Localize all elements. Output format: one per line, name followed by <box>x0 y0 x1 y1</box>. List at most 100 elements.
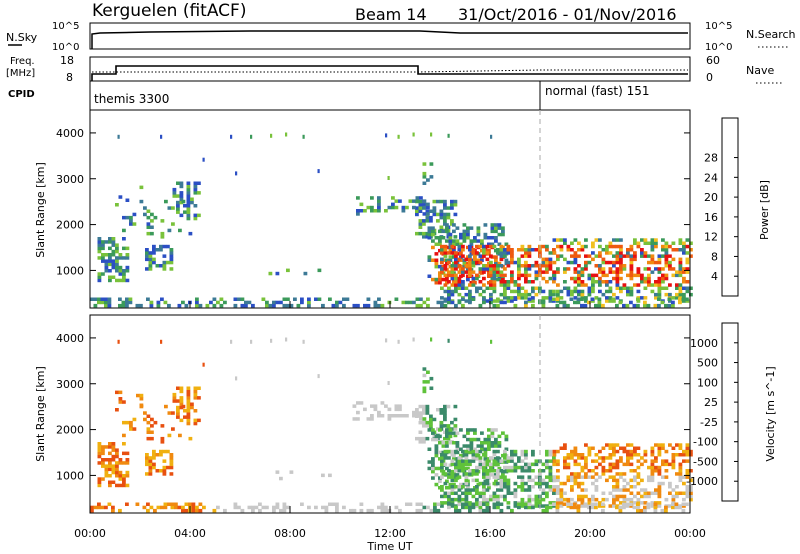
echo-cell <box>445 223 449 227</box>
echo-cell <box>455 447 460 451</box>
echo-cell <box>160 424 165 428</box>
echo-cell <box>577 472 581 476</box>
echo-cell <box>163 300 168 305</box>
echo-cell <box>591 244 595 249</box>
echo-cell <box>594 238 599 242</box>
echo-cell <box>97 461 102 465</box>
echo-cell <box>439 411 444 415</box>
echo-cell <box>499 478 504 483</box>
echo-cell <box>497 441 502 445</box>
echo-cell <box>682 267 686 271</box>
echo-cell <box>661 446 665 450</box>
echo-cell <box>475 449 479 454</box>
echo-cell <box>468 273 472 278</box>
echo-cell <box>534 273 539 278</box>
echo-cell <box>590 505 595 510</box>
echo-cell <box>468 248 472 252</box>
echo-cell <box>429 386 434 390</box>
echo-cell <box>443 297 448 301</box>
echo-cell <box>440 244 444 249</box>
echo-cell <box>122 269 126 273</box>
echo-cell <box>452 223 456 227</box>
echo-cell <box>636 465 641 470</box>
echo-cell <box>494 226 498 230</box>
echo-cell <box>450 251 455 255</box>
echo-cell <box>419 196 423 200</box>
echo-cell <box>605 456 609 460</box>
echo-cell <box>434 277 439 282</box>
echo-cell <box>527 292 532 297</box>
echo-cell <box>650 289 655 294</box>
echo-cell <box>675 453 679 457</box>
echo-cell <box>443 264 448 268</box>
echo-cell <box>555 297 560 301</box>
echo-cell <box>176 415 180 419</box>
echo-cell <box>433 508 437 513</box>
echo-cell <box>129 424 133 428</box>
echo-cell <box>520 488 525 492</box>
echo-cell <box>538 472 542 476</box>
echo-cell <box>181 505 185 510</box>
echo-cell <box>633 453 637 457</box>
echo-cell <box>377 505 381 510</box>
echo-cell <box>531 453 535 457</box>
echo-cell <box>115 408 119 412</box>
echo-cell <box>268 303 273 308</box>
echo-cell <box>162 469 167 473</box>
date-range: 31/Oct/2016 - 01/Nov/2016 <box>458 5 677 24</box>
echo-cell <box>520 504 525 508</box>
echo-cell <box>510 251 514 255</box>
echo-cell <box>598 475 602 479</box>
echo-cell <box>661 267 665 271</box>
echo-cell <box>439 420 444 425</box>
echo-cell <box>678 292 683 297</box>
echo-cell <box>552 456 556 460</box>
echo-cell <box>272 303 276 308</box>
echo-cell <box>412 300 416 305</box>
echo-cell <box>640 501 644 505</box>
echo-cell <box>496 494 500 499</box>
echo-cell <box>591 257 595 262</box>
echo-cell <box>478 280 483 284</box>
echo-cell <box>177 303 182 308</box>
echo-cell <box>380 505 385 510</box>
echo-cell <box>633 446 637 450</box>
echo-cell <box>605 248 609 252</box>
echo-cell <box>594 296 599 300</box>
echo-cell <box>193 409 198 413</box>
echo-cell <box>480 248 484 253</box>
echo-cell <box>678 443 683 447</box>
echo-cell <box>118 477 123 481</box>
echo-cell <box>489 267 493 271</box>
echo-cell <box>422 367 427 371</box>
echo-cell <box>443 203 447 207</box>
echo-cell <box>439 408 444 412</box>
echo-cell <box>577 497 581 502</box>
echo-cell <box>545 260 549 265</box>
echo-cell <box>576 508 581 513</box>
echo-cell <box>473 236 477 240</box>
echo-cell <box>183 204 187 208</box>
echo-cell <box>685 472 690 476</box>
echo-cell <box>478 449 483 454</box>
echo-cell <box>520 465 525 470</box>
echo-cell <box>654 238 658 242</box>
echo-cell <box>422 408 426 412</box>
echo-cell <box>682 286 686 290</box>
echo-cell <box>104 458 109 462</box>
echo-cell <box>545 494 549 499</box>
echo-cell <box>650 254 655 258</box>
echo-cell <box>629 286 634 290</box>
echo-cell <box>591 280 595 284</box>
velocity-heatmap <box>90 337 693 513</box>
echo-cell <box>559 248 564 252</box>
echo-cell <box>468 257 472 262</box>
echo-cell <box>431 428 435 432</box>
echo-cell <box>671 248 676 252</box>
echo-cell <box>497 277 502 282</box>
echo-cell <box>143 417 147 422</box>
echo-cell <box>468 292 472 297</box>
echo-cell <box>101 253 105 257</box>
echo-cell <box>520 264 525 268</box>
